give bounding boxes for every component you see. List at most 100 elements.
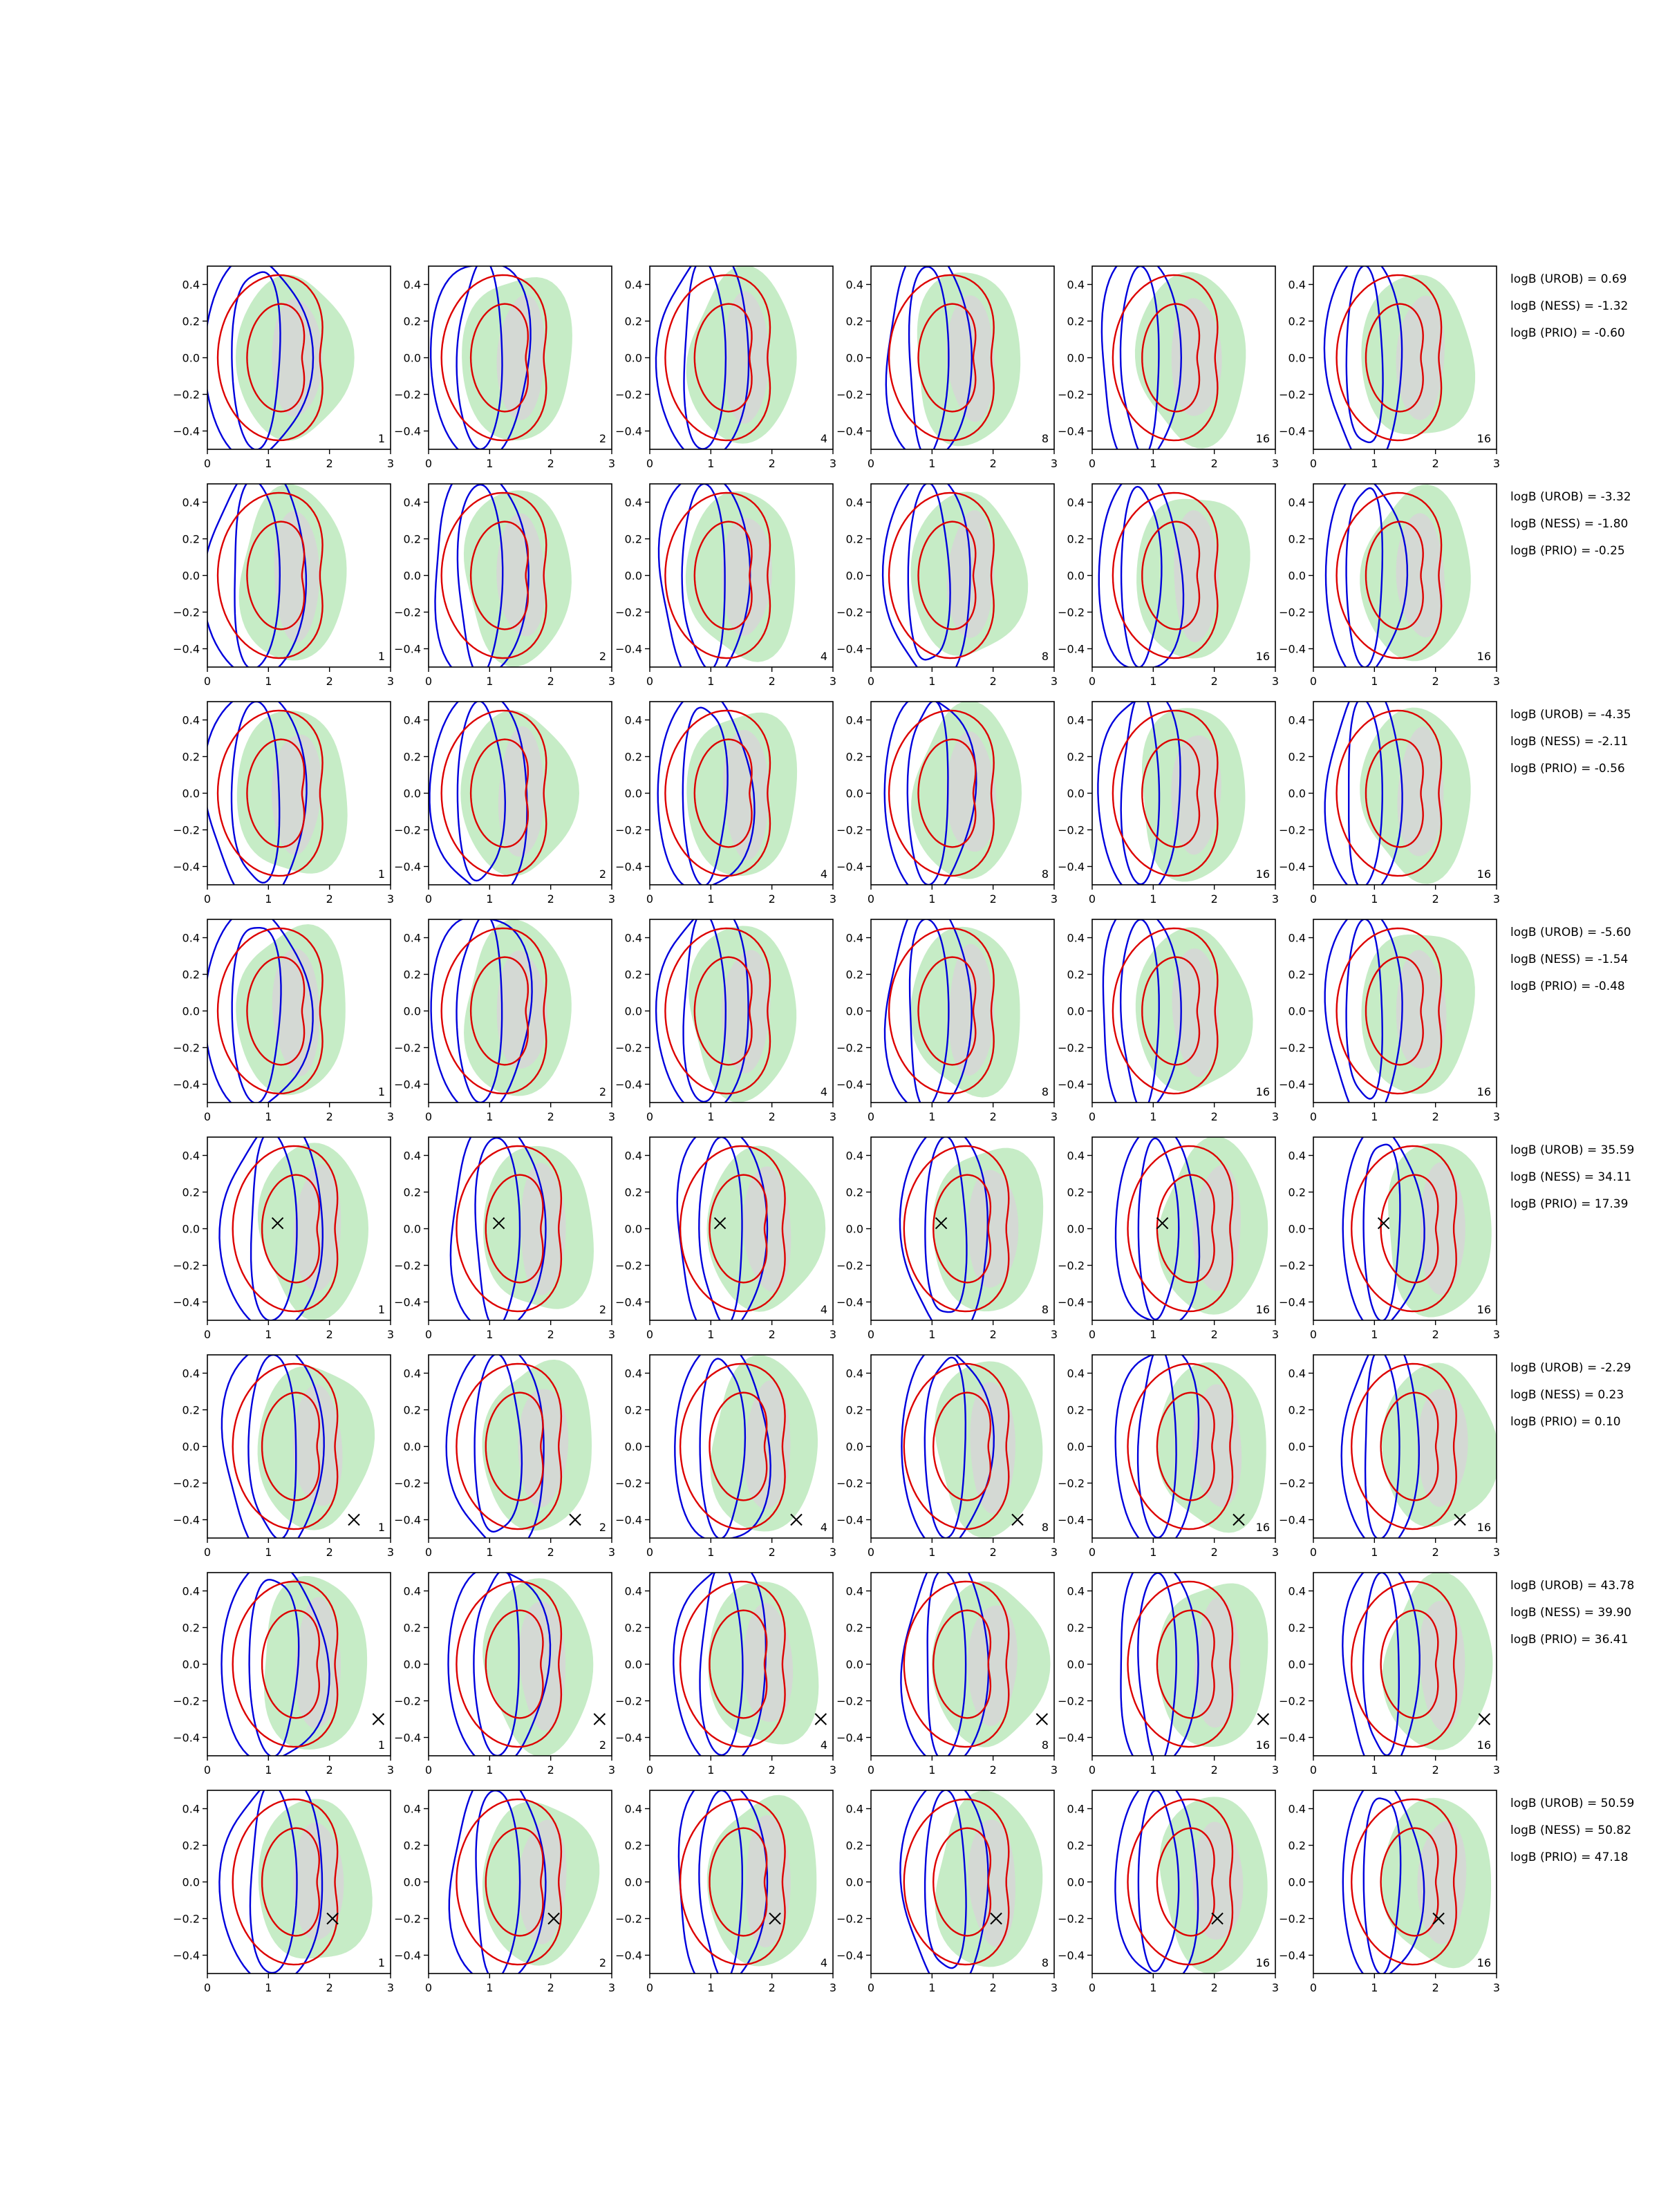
marker-x	[1257, 1713, 1270, 1725]
y-tick-label: 0.2	[404, 1186, 421, 1199]
contour-a-inner	[247, 1355, 297, 1538]
filled-region-inner	[274, 511, 320, 643]
contour-b-outer	[216, 709, 324, 877]
panel-column-label: 4	[821, 868, 827, 881]
contour-b-inner	[693, 956, 753, 1066]
x-tick-label: 2	[547, 1110, 554, 1123]
x-tick-label: 1	[707, 1328, 714, 1341]
filled-region-inner	[1192, 1384, 1242, 1508]
x-tick-label: 3	[608, 1546, 615, 1559]
contour-a-outer	[655, 919, 749, 1103]
y-tick-label: 0.4	[404, 496, 421, 509]
panel-column-label: 8	[1042, 1738, 1049, 1752]
contour-a-inner	[231, 271, 281, 449]
contour-a-inner	[924, 1137, 968, 1313]
panel-r1-c1: 0 1 2 30.40.20.0−0.2−0.42	[394, 483, 615, 688]
x-tick-label: 2	[990, 1328, 997, 1341]
y-tick-label: 0.0	[1288, 352, 1306, 365]
x-tick-label: 0	[204, 1763, 211, 1777]
x-tick-label: 3	[1272, 675, 1279, 688]
y-tick-label: −0.4	[173, 1296, 200, 1309]
contour-a-outer	[1342, 1790, 1425, 1974]
x-tick-label: 3	[1493, 457, 1500, 470]
contour-b-inner	[469, 303, 529, 413]
contour-a-outer	[434, 484, 529, 667]
filled-region-inner	[519, 1601, 566, 1731]
y-tick-label: −0.4	[394, 1078, 421, 1091]
filled-region-inner	[1171, 735, 1221, 855]
contour-b-inner	[261, 1609, 321, 1719]
y-tick-label: 0.4	[1067, 1803, 1085, 1816]
contour-a-outer	[221, 1355, 325, 1538]
y-tick-label: −0.2	[836, 606, 863, 619]
x-tick-label: 0	[1310, 1328, 1317, 1341]
x-tick-label: 1	[928, 1110, 935, 1123]
contour-a-inner	[1119, 266, 1160, 449]
y-tick-label: 0.2	[404, 1622, 421, 1635]
y-tick-label: −0.2	[1058, 1695, 1085, 1708]
x-tick-label: 2	[1432, 1546, 1439, 1559]
panel-column-label: 8	[1042, 432, 1049, 445]
contour-b-outer	[440, 927, 547, 1095]
y-tick-label: −0.2	[1058, 606, 1085, 619]
panel-r6-c5: 0 1 2 3 0.4 0.2 0.0 −0.2 −0.4 16	[1279, 1572, 1500, 1777]
panel-column-label: 1	[378, 1521, 385, 1534]
x-tick-label: 0	[425, 1763, 432, 1777]
contour-a-inner	[1362, 1573, 1400, 1756]
marker-x	[1432, 1912, 1445, 1925]
contour-a-inner	[1345, 487, 1384, 667]
x-tick-label: 1	[1371, 1328, 1378, 1341]
x-tick-label: 3	[1051, 1546, 1058, 1559]
contour-a-inner	[908, 266, 950, 449]
y-tick-label: −0.2	[1058, 1042, 1085, 1055]
panel-r2-c4: 0 1 2 3 0.4 0.2 0.0 −0.2 −0.4 16	[1058, 701, 1279, 906]
x-tick-label: 0	[1310, 1546, 1317, 1559]
logb-stat: logB (NESS) = 34.11	[1510, 1170, 1631, 1184]
marker-x	[492, 1217, 505, 1230]
panel-r3-c5: 0 1 2 3 0.4 0.2 0.0 −0.2 −0.4 16	[1279, 919, 1500, 1123]
contour-b-inner	[261, 1174, 321, 1284]
y-tick-label: −0.2	[394, 1913, 421, 1926]
x-tick-label: 2	[326, 675, 333, 688]
contour-b-outer	[232, 1362, 339, 1530]
panel-r4-c4: 0 1 2 3 0.4 0.2 0.0 −0.2 −0.4 16	[1058, 1136, 1279, 1341]
contour-a-outer	[218, 1137, 324, 1320]
y-tick-label: −0.2	[615, 1913, 642, 1926]
x-tick-label: 0	[646, 1763, 653, 1777]
x-tick-label: 1	[486, 675, 493, 688]
contour-b-outer	[440, 709, 547, 877]
contour-a-outer	[900, 1573, 990, 1756]
contour-b-inner	[485, 1174, 544, 1284]
x-tick-label: 0	[204, 1110, 211, 1123]
x-tick-label: 1	[707, 675, 714, 688]
x-tick-label: 3	[608, 892, 615, 906]
contour-b-inner	[469, 956, 529, 1066]
panel-r0-c4: 0 1 2 3 0.4 0.2 0.0 −0.2 −0.4 16	[1058, 265, 1279, 470]
filled-region-inner	[1417, 1389, 1468, 1507]
logb-stat: logB (PRIO) = 0.10	[1510, 1415, 1621, 1429]
x-tick-label: 2	[769, 1110, 776, 1123]
panel-column-label: 1	[378, 1956, 385, 1969]
y-tick-label: 0.4	[1288, 932, 1306, 945]
y-tick-label: −0.2	[615, 388, 642, 402]
filled-region-inner	[1192, 1821, 1244, 1940]
y-tick-label: 0.2	[846, 1622, 863, 1635]
contour-a-inner	[926, 1573, 967, 1756]
x-tick-label: 0	[425, 1110, 432, 1123]
panel-column-label: 2	[599, 1085, 606, 1098]
panel-column-label: 16	[1256, 868, 1270, 881]
marker-x	[372, 1713, 385, 1725]
panel-r7-c1: 0 1 2 30.40.20.0−0.2−0.42	[394, 1790, 615, 1994]
x-tick-label: 0	[1089, 457, 1096, 470]
y-tick-label: 0.4	[1067, 1367, 1085, 1380]
y-tick-label: 0.4	[625, 932, 642, 945]
x-tick-label: 0	[646, 892, 653, 906]
y-tick-label: 0.2	[1067, 751, 1085, 764]
x-tick-label: 2	[1432, 1110, 1439, 1123]
x-tick-label: 2	[1211, 675, 1218, 688]
x-tick-label: 1	[1371, 1546, 1378, 1559]
y-tick-label: 0.4	[404, 714, 421, 727]
contour-b-inner	[1156, 1391, 1215, 1501]
contour-a-outer	[674, 1355, 771, 1538]
y-tick-label: 0.0	[1288, 1223, 1306, 1236]
